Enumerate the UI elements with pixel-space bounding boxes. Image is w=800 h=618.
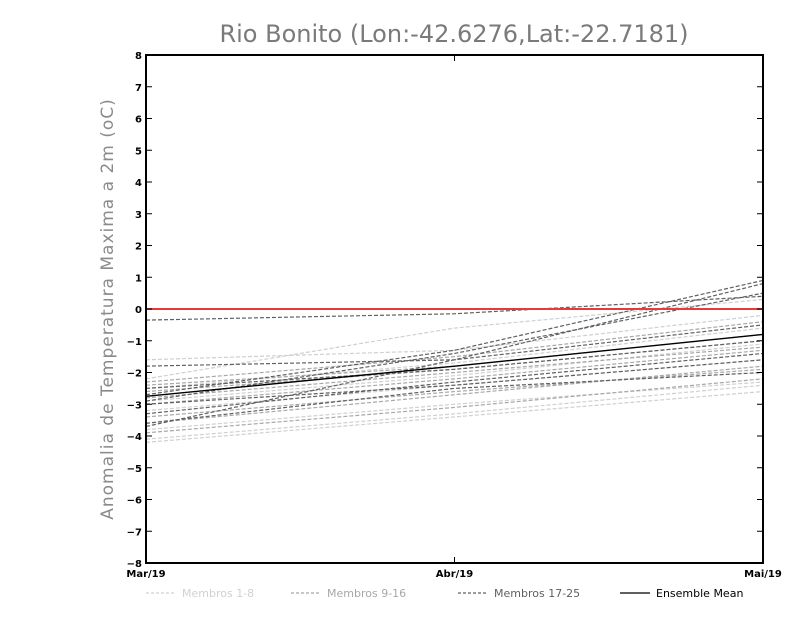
series-line-group2-6 [145,346,764,399]
series-line-group2-7 [145,378,764,434]
y-tick-label: 6 [135,115,142,126]
y-tick-label: −3 [127,400,142,411]
y-tick-label: 1 [135,273,142,284]
legend-label: Membros 1-8 [182,587,254,600]
series-line-group1-3 [145,381,764,431]
plot-area [145,279,764,443]
series-line-group1-4 [145,384,764,440]
y-tick-label: 0 [135,305,142,316]
y-tick-label: −5 [127,464,142,475]
series-line-group3-7 [145,359,764,405]
y-tick-label: 4 [135,178,142,189]
x-tick-label: Mai/19 [744,569,782,580]
series-line-group3-1 [145,295,764,321]
series-line-group2-3 [145,349,764,405]
y-tick-label: −7 [127,527,142,538]
series-line-group3-3 [145,283,764,428]
series-line-group3-2 [145,279,764,396]
y-tick-label: −6 [127,496,142,507]
series-line-group3-8 [145,371,764,424]
series-line-group2-2 [145,365,764,424]
series-line-group1-5 [145,343,764,402]
y-tick-label: −8 [127,559,142,570]
y-tick-label: 5 [135,146,142,157]
series-line-group3-5 [145,292,764,402]
y-axis-label: Anomalia de Temperatura Maxima a 2m (oC) [98,98,118,520]
y-tick-label: 3 [135,210,142,221]
y-tick-label: 7 [135,83,142,94]
legend-label: Membros 9-16 [327,587,406,600]
series-line-group1-8 [145,390,764,443]
y-tick-label: 8 [135,51,142,62]
series-line-group2-4 [145,321,764,383]
y-tick-label: 2 [135,242,142,253]
series-line-group3-6 [145,352,764,415]
legend-label: Ensemble Mean [656,587,743,600]
y-tick-label: −2 [127,369,142,380]
series-line-group1-1 [145,314,764,361]
y-tick-label: −1 [127,337,142,348]
chart-title: Rio Bonito (Lon:-42.6276,Lat:-22.7181) [219,20,688,48]
legend-label: Membros 17-25 [494,587,580,600]
series-line-group2-5 [145,368,764,418]
series-line-group3-4 [145,324,764,367]
y-tick-label: −4 [127,432,142,443]
series-line-group3-9 [145,340,764,389]
legend: Membros 1-8 Membros 9-16 Membros 17-25 Ense… [146,587,743,600]
x-tick-label: Mar/19 [126,569,165,580]
x-tick-label: Abr/19 [436,569,473,580]
ensemble-mean-line [145,333,764,398]
